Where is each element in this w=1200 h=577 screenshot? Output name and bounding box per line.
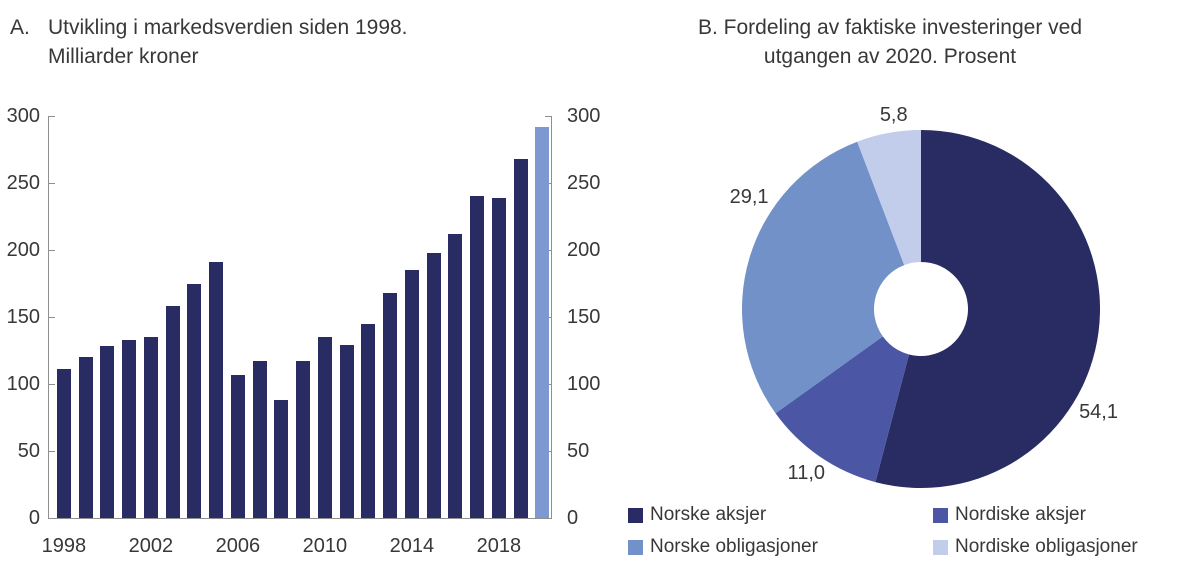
bar-1998 xyxy=(56,369,71,518)
legend-label-nordiske-aksjer: Nordiske aksjer xyxy=(955,504,1086,525)
pie-slice-nordiske-obligasjoner xyxy=(857,130,921,266)
panel-a-label: A. xyxy=(10,16,30,39)
pie-value-label-norske-aksjer: 54,1 xyxy=(1079,400,1118,423)
pie-slice-norske-aksjer xyxy=(875,130,1100,488)
y-tick-right-300 xyxy=(545,116,551,117)
bar-2003 xyxy=(165,306,180,518)
y-tick-label-left-100: 100 xyxy=(6,373,40,395)
y-tick-label-right-300: 300 xyxy=(567,105,601,127)
bar-2009 xyxy=(296,361,311,518)
legend-swatch-icon xyxy=(628,507,643,523)
panel-a-title-line1: Utvikling i markedsverdien siden 1998. xyxy=(48,16,408,39)
legend-label-nordiske-obligasjoner: Nordiske obligasjoner xyxy=(955,536,1138,557)
x-tick-label-2002: 2002 xyxy=(128,535,174,557)
bar-2002 xyxy=(143,337,158,518)
y-tick-label-left-150: 150 xyxy=(6,306,40,328)
x-axis xyxy=(48,518,552,519)
x-tick-label-2018: 2018 xyxy=(476,535,522,557)
panel-b-title-line1: B. Fordeling av faktiske investeringer v… xyxy=(697,16,1083,39)
bar-2016 xyxy=(448,233,463,518)
bar-2015 xyxy=(426,252,441,518)
bar-2018 xyxy=(491,197,506,518)
x-tick-label-1998: 1998 xyxy=(41,535,87,557)
bar-2019 xyxy=(513,158,528,518)
y-tick-label-right-250: 250 xyxy=(567,172,601,194)
y-tick-left-200 xyxy=(49,250,55,251)
y-tick-label-left-200: 200 xyxy=(6,239,40,261)
y-tick-left-250 xyxy=(49,183,55,184)
pie-value-label-norske-obligasjoner: 29,1 xyxy=(729,186,769,209)
pie-value-label-nordiske-aksjer: 11,0 xyxy=(787,461,826,484)
bar-1999 xyxy=(78,357,93,518)
bar-2000 xyxy=(100,346,115,518)
panel-b-title-line2: utgangen av 2020. Prosent xyxy=(763,45,1017,68)
y-tick-label-right-200: 200 xyxy=(567,239,601,261)
y-axis-left xyxy=(48,116,49,519)
bar-2005 xyxy=(209,262,224,518)
bar-2017 xyxy=(470,196,485,518)
y-tick-left-50 xyxy=(49,451,55,452)
y-tick-left-300 xyxy=(49,116,55,117)
bar-2001 xyxy=(122,339,137,518)
y-axis-right xyxy=(551,116,552,519)
legend-item-norske-obligasjoner: Norske obligasjoner xyxy=(628,536,818,558)
y-tick-label-right-150: 150 xyxy=(567,306,601,328)
x-tick-label-2006: 2006 xyxy=(215,535,261,557)
y-tick-label-right-100: 100 xyxy=(567,373,601,395)
y-tick-left-150 xyxy=(49,317,55,318)
pie-slice-nordiske-aksjer xyxy=(775,336,910,483)
y-tick-label-left-250: 250 xyxy=(6,172,40,194)
legend-swatch-icon xyxy=(933,539,948,555)
panel-a-title-text: Utvikling i markedsverdien siden 1998. M… xyxy=(48,13,408,71)
legend-item-nordiske-aksjer: Nordiske aksjer xyxy=(933,504,1086,526)
x-tick-label-2014: 2014 xyxy=(389,535,435,557)
panel-a-title: A. Utvikling i markedsverdien siden 1998… xyxy=(10,13,408,71)
bar-2020 xyxy=(535,126,550,518)
bar-2004 xyxy=(187,283,202,518)
bar-2006 xyxy=(230,374,245,518)
bar-2011 xyxy=(339,345,354,518)
y-tick-label-left-300: 300 xyxy=(6,105,40,127)
x-tick-label-2010: 2010 xyxy=(302,535,348,557)
legend-label-norske-aksjer: Norske aksjer xyxy=(650,504,767,525)
bar-2013 xyxy=(383,292,398,518)
y-tick-label-left-0: 0 xyxy=(28,507,40,529)
legend-item-norske-aksjer: Norske aksjer xyxy=(628,504,766,526)
legend-swatch-icon xyxy=(628,539,643,555)
y-tick-left-100 xyxy=(49,384,55,385)
y-tick-label-right-50: 50 xyxy=(567,440,590,462)
bar-2007 xyxy=(252,361,267,518)
panel-b-title: B. Fordeling av faktiske investeringer v… xyxy=(640,13,1140,71)
panel-a-title-line2: Milliarder kroner xyxy=(48,45,199,68)
legend-swatch-icon xyxy=(933,507,948,523)
legend-item-nordiske-obligasjoner: Nordiske obligasjoner xyxy=(933,536,1138,558)
y-tick-label-left-50: 50 xyxy=(17,440,40,462)
bar-2012 xyxy=(361,323,376,518)
legend-label-norske-obligasjoner: Norske obligasjoner xyxy=(650,536,818,557)
y-tick-label-right-0: 0 xyxy=(567,507,579,529)
bar-2010 xyxy=(317,337,332,518)
donut-svg xyxy=(742,130,1100,488)
bar-2008 xyxy=(274,400,289,518)
bar-2014 xyxy=(404,270,419,518)
pie-slice-norske-obligasjoner xyxy=(742,141,905,414)
pie-value-label-nordiske-obligasjoner: 5,8 xyxy=(879,103,908,126)
